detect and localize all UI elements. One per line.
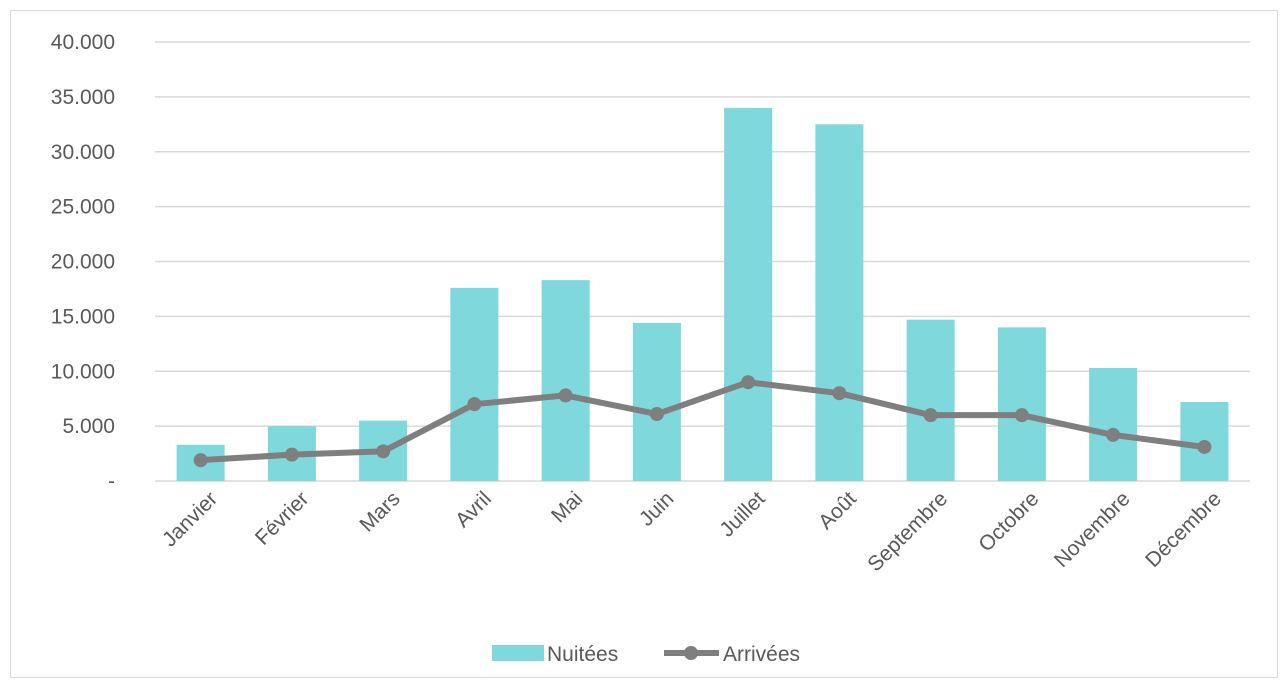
y-tick-label: 10.000 <box>51 360 115 383</box>
y-tick-label: - <box>108 470 115 493</box>
bars-nuitees <box>176 107 1229 481</box>
bar-nuitees <box>541 280 590 481</box>
x-tick-label: Avril <box>451 487 496 532</box>
point-arrivees <box>193 453 208 468</box>
point-arrivees <box>1106 427 1121 442</box>
bar-nuitees <box>724 107 773 481</box>
bar-nuitees <box>997 327 1046 481</box>
x-tick-label: Septembre <box>863 487 952 576</box>
y-tick-label: 5.000 <box>62 415 115 438</box>
point-arrivees <box>832 386 847 401</box>
legend-swatch-nuitees <box>492 645 544 661</box>
point-arrivees <box>558 388 573 403</box>
legend-marker-arrivees <box>684 646 698 660</box>
x-tick-label: Juillet <box>715 487 769 541</box>
point-arrivees <box>741 375 756 390</box>
bar-nuitees <box>906 319 955 481</box>
x-axis: Janvier Février Mars Avril Mai Juin Juillet Aoû… <box>158 487 1226 576</box>
y-tick-label: 35.000 <box>51 86 115 109</box>
x-tick-label: Octobre <box>974 487 1043 556</box>
point-arrivees <box>376 444 391 459</box>
legend: Nuitées Arrivées <box>492 643 800 666</box>
legend-label-nuitees: Nuitées <box>547 643 618 666</box>
point-arrivees <box>1014 408 1029 423</box>
bar-nuitees <box>632 322 681 481</box>
x-tick-label: Novembre <box>1050 487 1135 572</box>
bar-nuitees <box>450 287 499 481</box>
y-tick-label: 30.000 <box>51 141 115 164</box>
x-tick-label: Février <box>251 487 313 549</box>
x-tick-label: Mai <box>547 487 587 527</box>
x-tick-label: Décembre <box>1141 487 1226 572</box>
gridlines <box>155 41 1250 482</box>
y-tick-label: 40.000 <box>51 31 115 54</box>
point-arrivees <box>467 397 482 412</box>
legend-label-arrivees: Arrivées <box>723 643 800 666</box>
point-arrivees <box>923 408 938 423</box>
bar-nuitees <box>1089 367 1138 481</box>
x-tick-label: Janvier <box>158 487 222 551</box>
point-arrivees <box>649 407 664 422</box>
line-arrivees <box>193 375 1212 468</box>
y-tick-label: 25.000 <box>51 196 115 219</box>
y-tick-label: 20.000 <box>51 251 115 274</box>
bar-nuitees <box>815 124 864 481</box>
x-tick-label: Août <box>814 487 861 534</box>
point-arrivees <box>1197 439 1212 454</box>
point-arrivees <box>284 447 299 462</box>
series-line-arrivees <box>200 379 1205 464</box>
y-axis: - 5.000 10.000 15.000 20.000 25.000 30.000 35.0… <box>51 31 115 493</box>
x-tick-label: Mars <box>355 487 404 536</box>
y-tick-label: 15.000 <box>51 305 115 328</box>
x-tick-label: Juin <box>635 487 679 531</box>
